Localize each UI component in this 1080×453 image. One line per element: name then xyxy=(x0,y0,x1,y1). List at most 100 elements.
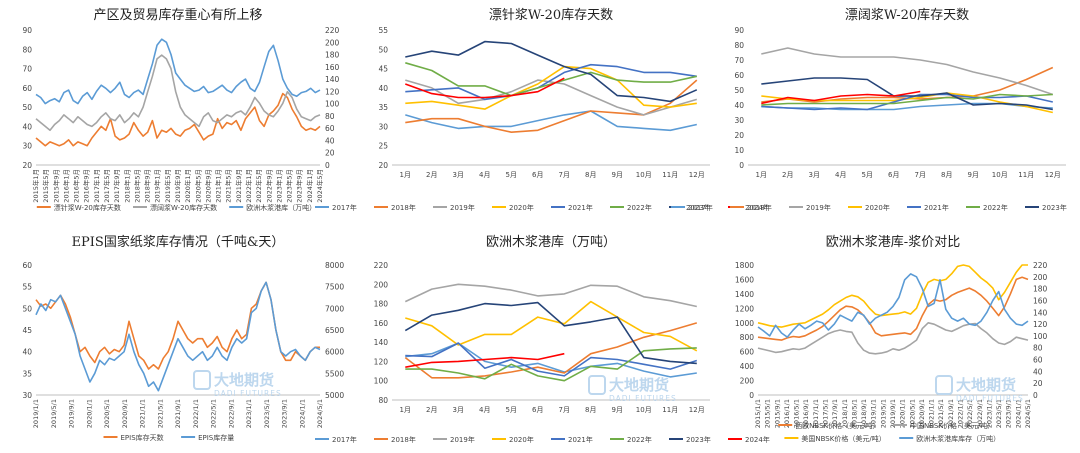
y-tick-label: 60 xyxy=(734,71,744,80)
y-tick-label: 80 xyxy=(22,45,32,54)
x-tick-label: 2022年9月 xyxy=(264,169,273,203)
series-line xyxy=(35,38,321,105)
x-tick-label: 2022年1月 xyxy=(244,169,253,203)
x-tick-label: 2016/5/1 xyxy=(793,399,801,428)
x-tick-label: 2020/1/1 xyxy=(85,399,93,428)
chart-title: EPIS国家纸浆库存情况（千吨&天） xyxy=(72,234,285,250)
x-tick-label: 2020/9/1 xyxy=(918,399,926,428)
legend-label: 2023年 xyxy=(686,203,711,212)
y2-tick-label: 140 xyxy=(1033,308,1048,317)
x-tick-label: 2024/5/1 xyxy=(1024,399,1032,428)
y2-tick-label: 5500 xyxy=(325,369,344,378)
series-line xyxy=(405,110,697,132)
x-tick-label: 2022年5月 xyxy=(254,169,263,203)
y-tick-label: 20 xyxy=(378,161,388,170)
x-tick-label: 2018年9月 xyxy=(143,169,152,203)
y2-tick-label: 200 xyxy=(325,38,340,47)
x-tick-label: 2024/1/1 xyxy=(298,399,306,428)
chart-title: 漂阔浆W-20库存天数 xyxy=(845,7,969,23)
x-tick-label: 2021/9/1 xyxy=(947,399,955,428)
y-tick-label: 180 xyxy=(374,300,389,309)
y-tick-label: 1200 xyxy=(735,304,754,313)
x-tick-label: 2019年9月 xyxy=(173,169,182,203)
y-tick-label: 220 xyxy=(374,261,389,270)
legend-label: 欧洲木浆港库（万吨） xyxy=(246,203,316,212)
x-tick-label: 2020/5/1 xyxy=(103,399,111,428)
y-tick-label: 400 xyxy=(740,362,755,371)
y-tick-label: 50 xyxy=(378,45,388,54)
watermark-cn: 大地期货 xyxy=(956,376,1016,394)
y2-tick-label: 6500 xyxy=(325,326,344,335)
series-line xyxy=(761,90,921,105)
legend-label: 2022年 xyxy=(983,203,1008,212)
x-tick-label: 2月 xyxy=(426,406,437,414)
y-tick-label: 20 xyxy=(22,161,32,170)
y-tick-label: 45 xyxy=(378,65,388,74)
x-tick-label: 2022/9/1 xyxy=(976,399,984,428)
series-line xyxy=(757,264,1028,328)
y-tick-label: 800 xyxy=(740,333,755,342)
y2-tick-label: 120 xyxy=(325,87,340,96)
x-tick-label: 12月 xyxy=(689,171,705,179)
chart-c1: 产区及贸易库存重心有所上移 20 30 40 50 60 70 80 90 0 20 40 60 80 10… xyxy=(22,7,339,212)
y-tick-label: 0 xyxy=(749,391,754,400)
legend-label: 2019年 xyxy=(450,435,475,444)
y2-tick-label: 0 xyxy=(1033,391,1038,400)
x-tick-label: 5月 xyxy=(862,171,873,179)
x-tick-label: 2017年5月 xyxy=(102,169,111,203)
legend-label: 2019年 xyxy=(450,203,475,212)
x-tick-label: 2020年1月 xyxy=(183,169,192,203)
series-line xyxy=(405,347,697,382)
x-tick-label: 2月 xyxy=(782,171,793,179)
chart-title: 欧洲木浆港库（万吨） xyxy=(486,234,616,250)
x-tick-label: 2017/5/1 xyxy=(822,399,830,428)
watermark-logo xyxy=(193,370,211,390)
x-tick-label: 2022/5/1 xyxy=(966,399,974,428)
chart-title: 漂针浆W-20库存天数 xyxy=(489,7,613,23)
series-line xyxy=(405,65,697,110)
x-tick-label: 6月 xyxy=(532,406,543,414)
x-tick-label: 2020/1/1 xyxy=(899,399,907,428)
y2-tick-label: 140 xyxy=(325,75,340,84)
y-tick-label: 50 xyxy=(734,86,744,95)
x-tick-label: 2016/9/1 xyxy=(802,399,810,428)
series-line xyxy=(761,47,1054,96)
x-tick-label: 1月 xyxy=(756,171,767,179)
x-tick-label: 2019年5月 xyxy=(163,169,172,203)
y-tick-label: 35 xyxy=(378,103,388,112)
x-tick-label: 2019/9/1 xyxy=(68,399,76,428)
chart-c4: EPIS国家纸浆库存情况（千吨&天） 30 35 40 45 50 55 60 5000 5500… xyxy=(22,234,344,442)
x-tick-label: 2019/9/1 xyxy=(889,399,897,428)
x-tick-label: 2023/9/1 xyxy=(1005,399,1013,428)
x-tick-label: 2019/1/1 xyxy=(32,399,40,428)
series-line xyxy=(761,93,1053,106)
chart-c6: 欧洲木浆港库-浆价对比02004006008001000120014001600… xyxy=(735,234,1048,443)
legend-label: 2024年 xyxy=(745,203,770,212)
x-tick-label: 2023/1/1 xyxy=(985,399,993,428)
x-tick-label: 2021年9月 xyxy=(234,169,243,203)
series-line xyxy=(404,322,698,379)
series-line xyxy=(35,54,321,132)
y-tick-label: 45 xyxy=(22,326,32,335)
x-tick-label: 4月 xyxy=(835,171,846,179)
x-tick-label: 2016/1/1 xyxy=(783,399,791,428)
y-tick-label: 200 xyxy=(740,377,755,386)
y-tick-label: 70 xyxy=(22,65,32,74)
y-tick-label: 30 xyxy=(22,391,32,400)
y-tick-label: 1400 xyxy=(735,290,754,299)
chart-c5: 欧洲木浆港库（万吨） 80 100 120 140 160 180 200 220 1月 2月 3月 4… xyxy=(315,234,770,444)
legend-label: 美国NBSK价格（美元/吨） xyxy=(801,434,885,443)
watermark-en: DADI FUTURES xyxy=(956,394,1024,403)
x-tick-label: 2024年1月 xyxy=(305,169,314,203)
series-line xyxy=(757,321,1029,355)
series-line xyxy=(405,40,698,103)
y-tick-label: 40 xyxy=(22,348,32,357)
x-tick-label: 2022/1/1 xyxy=(192,399,200,428)
x-tick-label: 2021/1/1 xyxy=(928,399,936,428)
x-tick-label: 3月 xyxy=(453,171,464,179)
x-tick-label: 4月 xyxy=(479,406,490,414)
y-tick-label: 90 xyxy=(734,26,744,35)
y-tick-label: 40 xyxy=(378,84,388,93)
x-tick-label: 4月 xyxy=(479,171,490,179)
